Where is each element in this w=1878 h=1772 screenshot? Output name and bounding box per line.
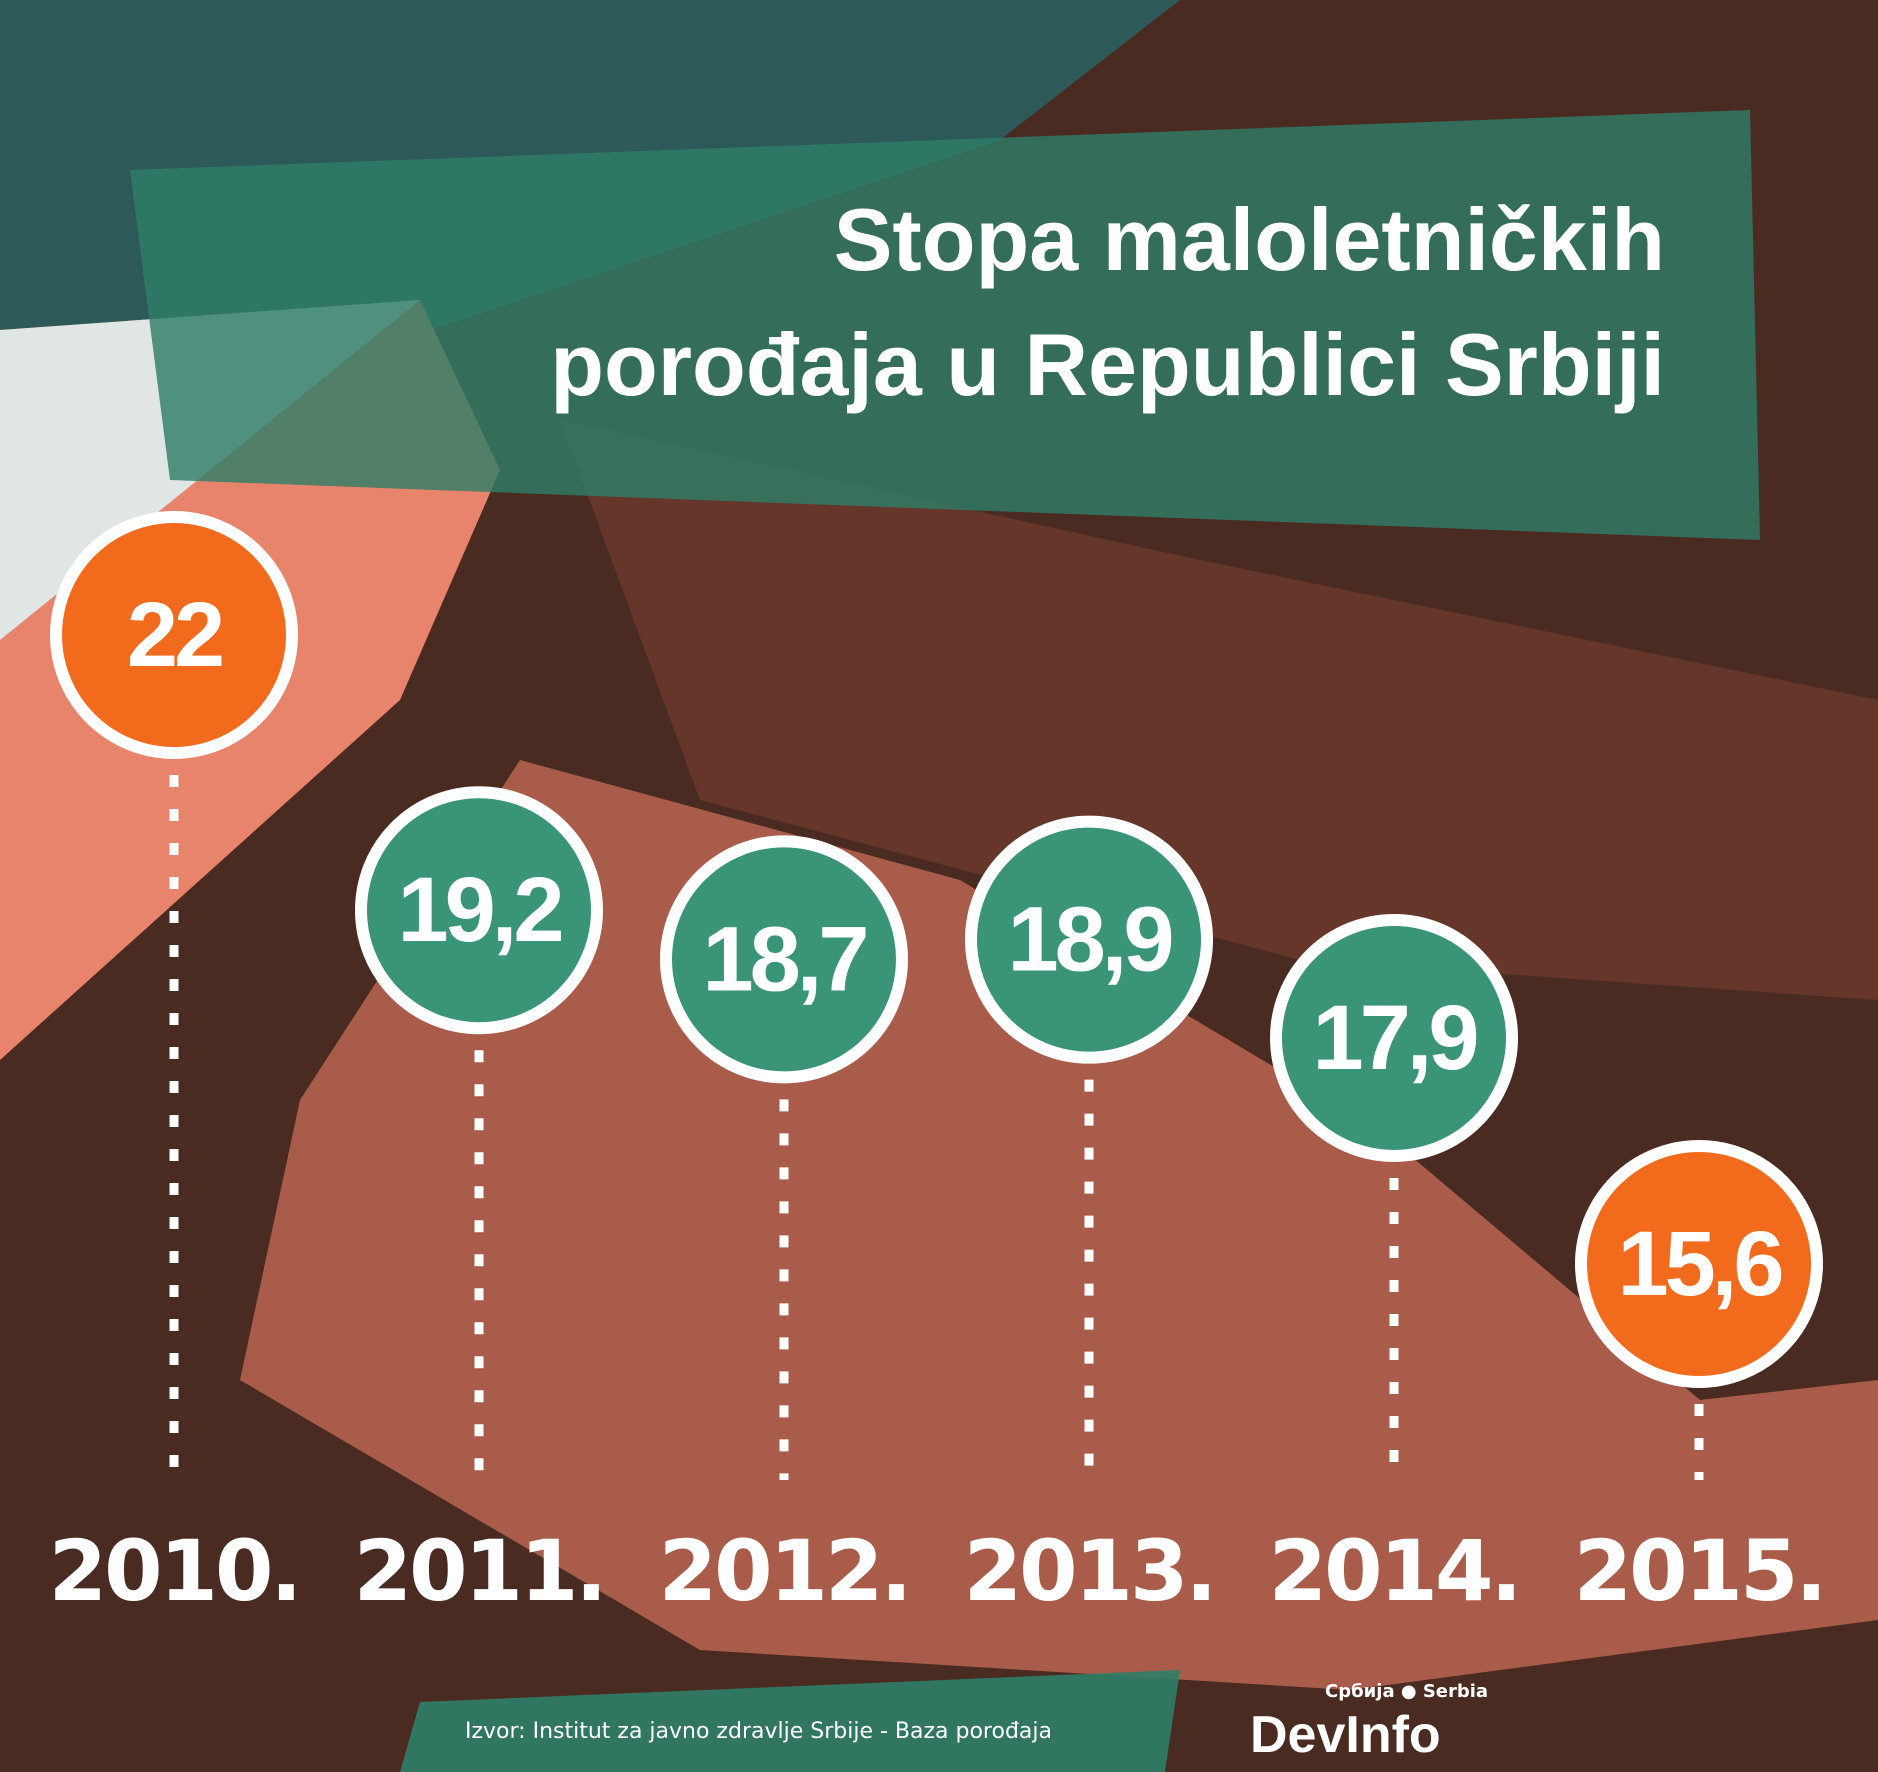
value-label: 22	[127, 584, 222, 686]
x-tick-label: 2011.	[354, 1522, 605, 1620]
bubble	[1270, 913, 1518, 1162]
logo: DevInfo	[1250, 1706, 1441, 1764]
bubble	[355, 786, 603, 1035]
chart-title: Stopa maloletničkih	[834, 190, 1665, 289]
value-label: 15,6	[1617, 1213, 1781, 1315]
logo-top: Србија ● Serbia	[1325, 1681, 1488, 1702]
title-banner	[130, 110, 1760, 540]
x-tick-label: 2010.	[49, 1522, 300, 1620]
x-tick-label: 2012.	[659, 1522, 910, 1620]
source-banner	[400, 1670, 1180, 1772]
x-tick-label: 2013.	[964, 1522, 1215, 1620]
value-label: 17,9	[1312, 987, 1476, 1089]
bg-figure	[240, 760, 1878, 1690]
chart-title: porođaja u Republici Srbiji	[550, 315, 1665, 414]
value-label: 19,2	[397, 859, 561, 961]
x-tick-label: 2015.	[1574, 1522, 1825, 1620]
value-label: 18,7	[702, 908, 866, 1010]
bubble	[965, 815, 1213, 1064]
bubble	[50, 511, 298, 759]
source: Izvor: Institut za javno zdravlje Srbije…	[465, 1719, 1052, 1744]
bubble	[1575, 1140, 1823, 1388]
value-label: 18,9	[1007, 889, 1171, 991]
x-tick-label: 2014.	[1269, 1522, 1520, 1620]
bubble	[660, 835, 908, 1084]
bg-roots	[560, 420, 1878, 1000]
